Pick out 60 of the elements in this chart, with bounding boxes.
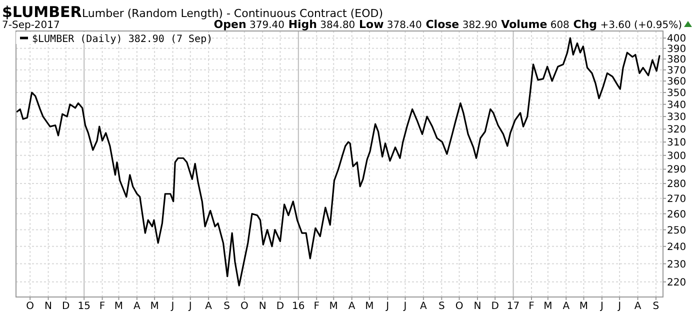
y-tick-label: 220	[667, 277, 686, 288]
x-tick-label: N	[258, 301, 266, 312]
x-tick-label: M	[365, 301, 374, 312]
x-tick-label: J	[599, 301, 604, 312]
x-tick-label: A	[348, 301, 356, 312]
x-tick-label: J	[188, 301, 192, 312]
y-tick-label: 370	[667, 65, 686, 76]
x-tick-label: M	[150, 301, 159, 312]
x-tick-label: A	[420, 301, 428, 312]
x-tick-label: M	[579, 301, 588, 312]
x-tick-label: S	[224, 301, 230, 312]
x-tick-label: D	[491, 301, 500, 312]
x-tick-label: O	[455, 301, 464, 312]
chart-title: $LUMBER	[2, 3, 82, 21]
x-tick-label: J	[617, 301, 622, 312]
y-tick-label: 360	[667, 76, 686, 88]
x-tick-label: F	[528, 301, 535, 312]
y-tick-label: 260	[667, 209, 686, 220]
x-tick-label: N	[44, 301, 52, 312]
x-tick-label: D	[276, 301, 284, 312]
x-tick-label: F	[314, 301, 320, 312]
y-tick-label: 390	[667, 44, 686, 55]
x-tick-label: J	[170, 301, 174, 312]
x-tick-label: N	[474, 301, 482, 312]
x-tick-label: A	[562, 301, 570, 312]
chart-subtitle: Lumber (Random Length) - Continuous Contract (EOD)	[82, 7, 384, 20]
x-tick-label: M	[544, 301, 552, 312]
y-tick-label: 250	[667, 225, 686, 236]
x-tick-label: J	[402, 301, 407, 312]
y-tick-label: 320	[667, 124, 686, 136]
y-tick-label: 300	[667, 150, 686, 162]
x-tick-label: A	[205, 301, 212, 312]
y-tick-label: 340	[667, 100, 686, 111]
y-tick-label: 400	[667, 34, 686, 45]
x-tick-label: A	[134, 301, 141, 312]
y-tick-label: 380	[667, 54, 686, 66]
x-tick-label: 16	[292, 301, 305, 312]
y-tick-label: 280	[667, 179, 686, 190]
y-tick-label: 310	[667, 138, 686, 149]
x-tick-label: M	[114, 301, 124, 312]
text: Open 379.40 High 384.80 Low 378.40 Close 382.90 Volume 608 Chg +3.60 (+0.95%)	[214, 18, 682, 31]
annotation: 7-Sep-2017	[2, 20, 60, 31]
y-tick-label: 330	[667, 112, 686, 124]
x-tick-label: D	[62, 301, 70, 312]
x-tick-label: A	[634, 301, 642, 312]
x-tick-label: O	[26, 301, 34, 312]
x-tick-label: S	[652, 301, 660, 312]
x-tick-label: J	[385, 301, 390, 312]
legend-label: $LUMBER (Daily) 382.90 (7 Sep)	[32, 34, 213, 45]
x-tick-label: F	[99, 301, 106, 312]
x-tick-label: O	[240, 301, 248, 312]
y-tick-label: 240	[667, 242, 686, 253]
x-tick-label: M	[329, 301, 338, 312]
x-tick-label: 17	[506, 301, 520, 312]
y-tick-label: 270	[667, 194, 686, 205]
x-tick-label: 15	[78, 301, 90, 312]
y-tick-label: 290	[667, 164, 686, 176]
x-tick-label: S	[438, 301, 445, 312]
y-tick-label: 230	[667, 259, 686, 270]
y-tick-label: 350	[667, 88, 686, 100]
